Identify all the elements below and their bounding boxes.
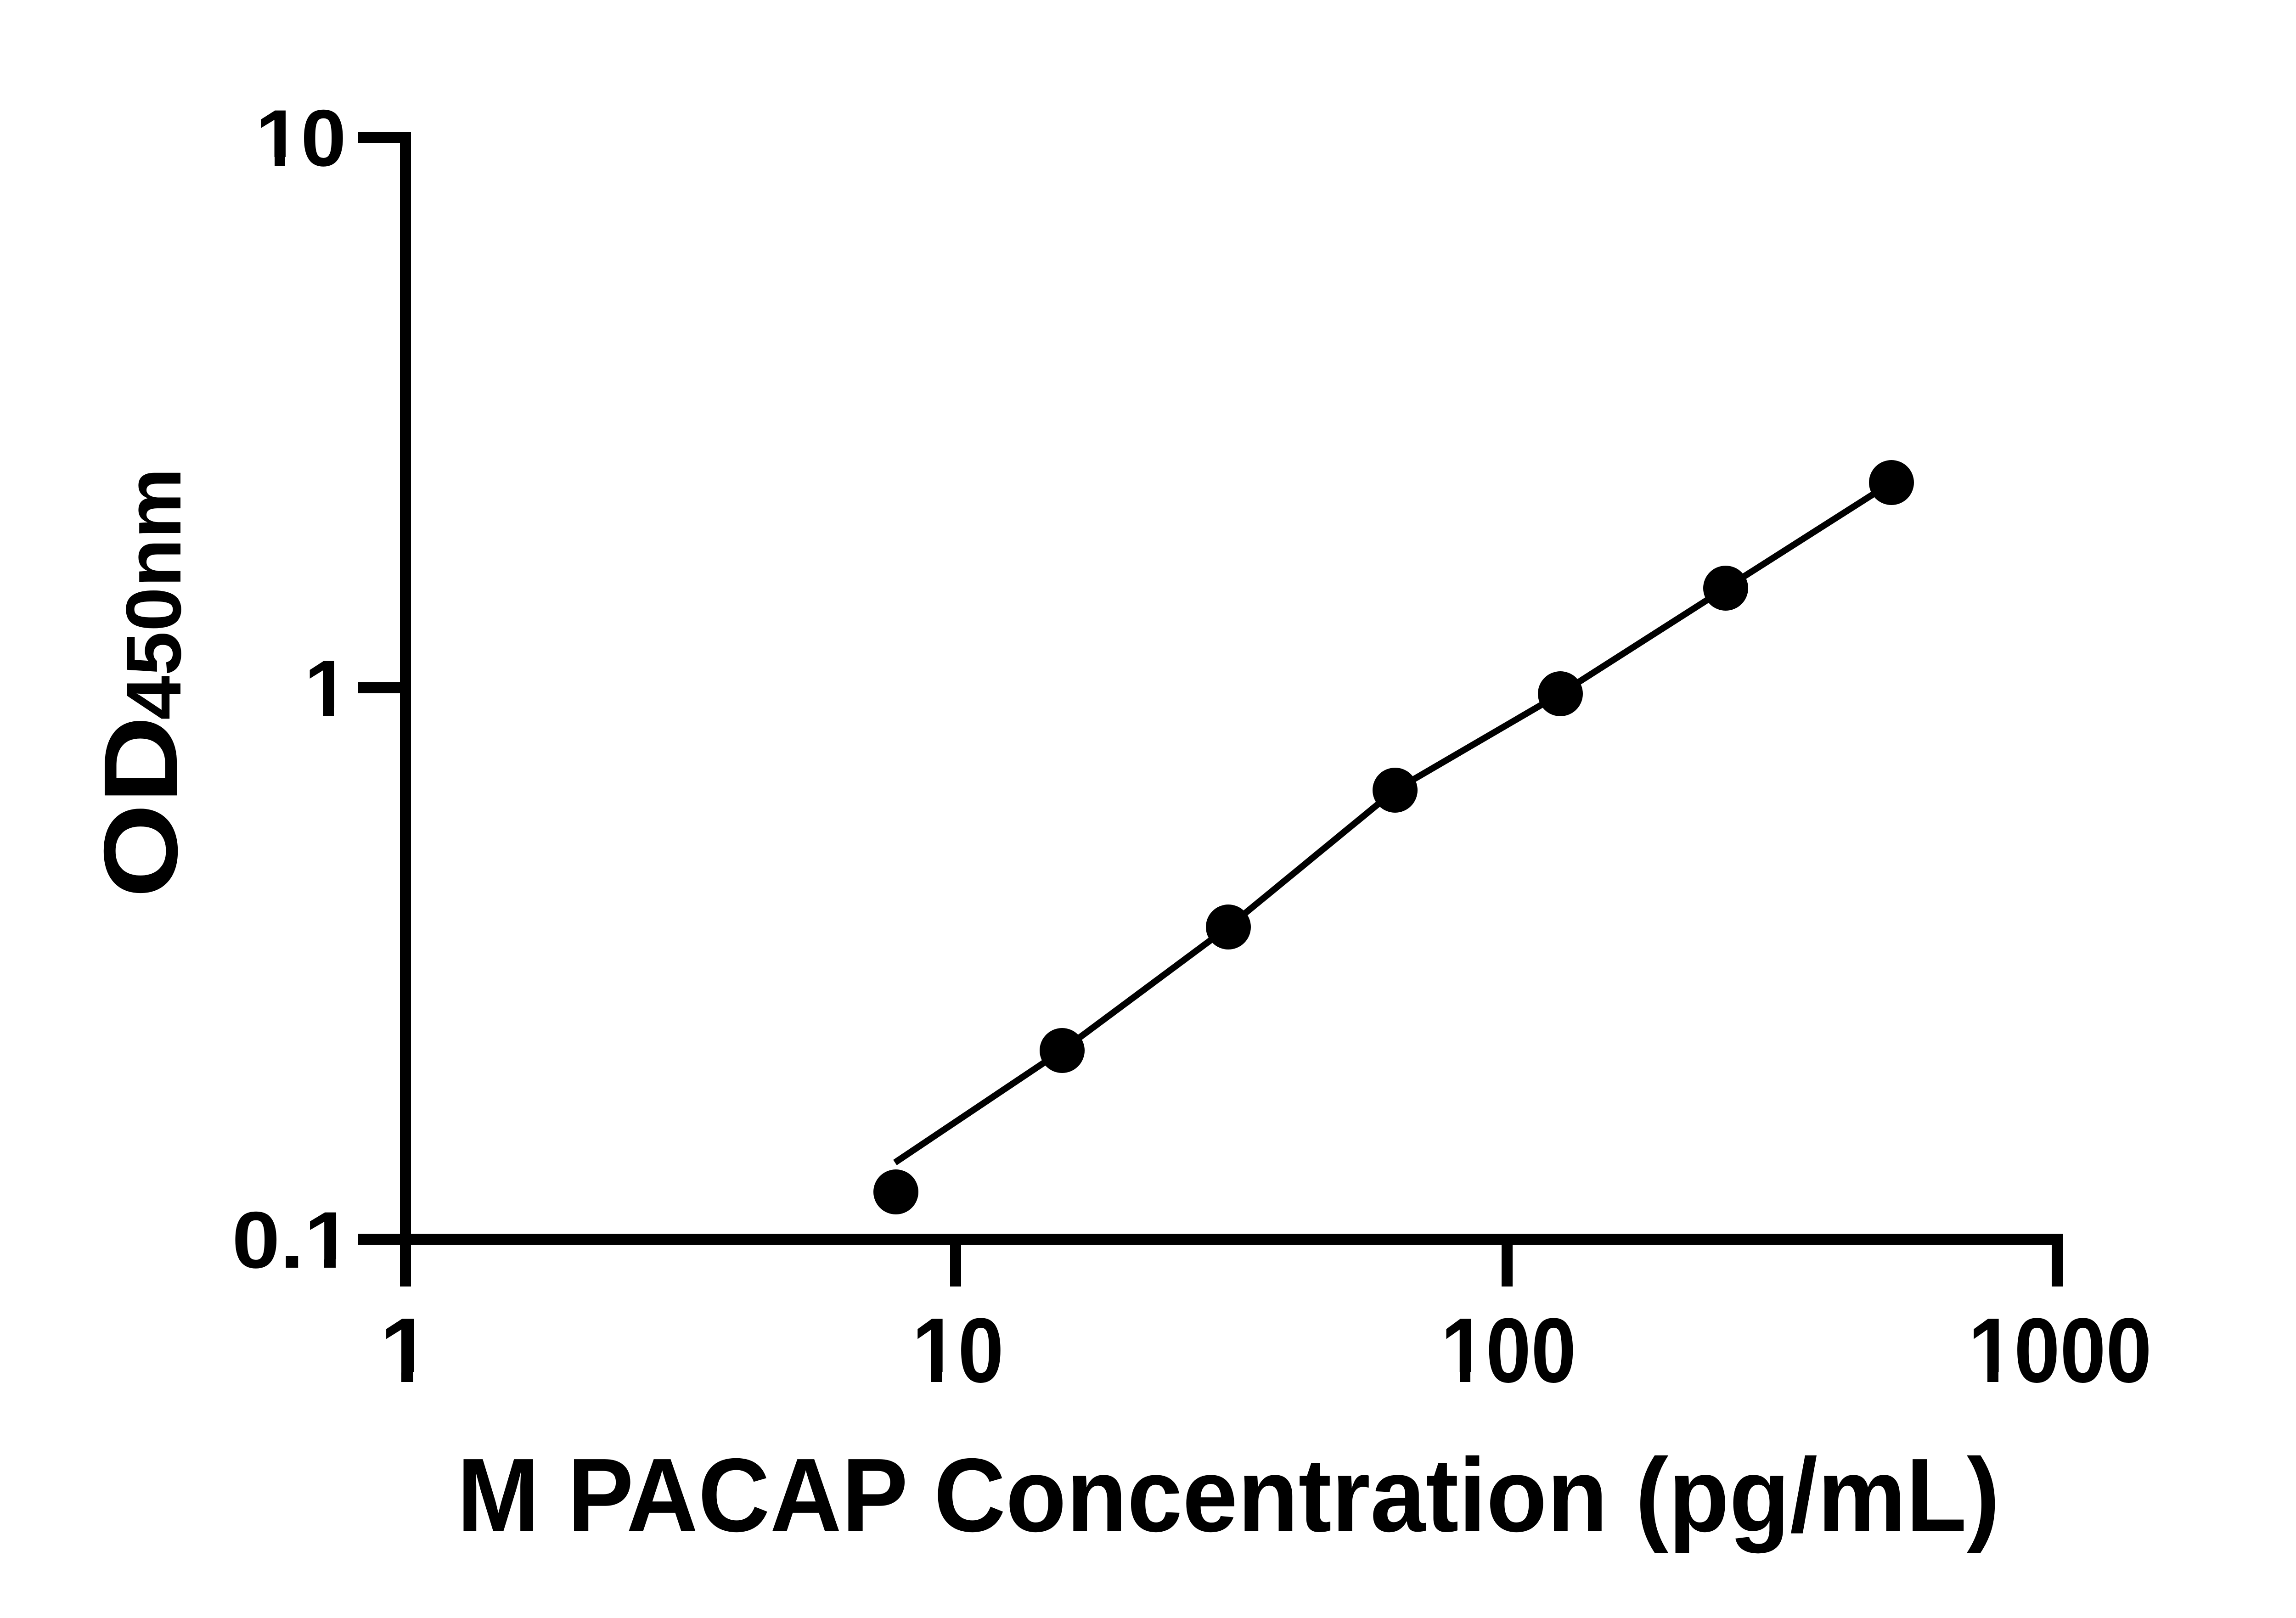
svg-text:OD: OD: [83, 716, 199, 898]
svg-text:0.1: 0.1: [232, 1196, 352, 1285]
svg-text:1000: 1000: [1968, 1299, 2152, 1402]
svg-text:10: 10: [255, 94, 346, 183]
svg-text:M PACAP Concentration (pg/mL): M PACAP Concentration (pg/mL): [457, 1437, 2000, 1554]
svg-text:10: 10: [912, 1299, 1004, 1402]
svg-text:450nm: 450nm: [110, 468, 197, 720]
svg-text:1: 1: [380, 1299, 431, 1402]
svg-text:1: 1: [304, 644, 349, 734]
svg-text:100: 100: [1441, 1299, 1576, 1402]
